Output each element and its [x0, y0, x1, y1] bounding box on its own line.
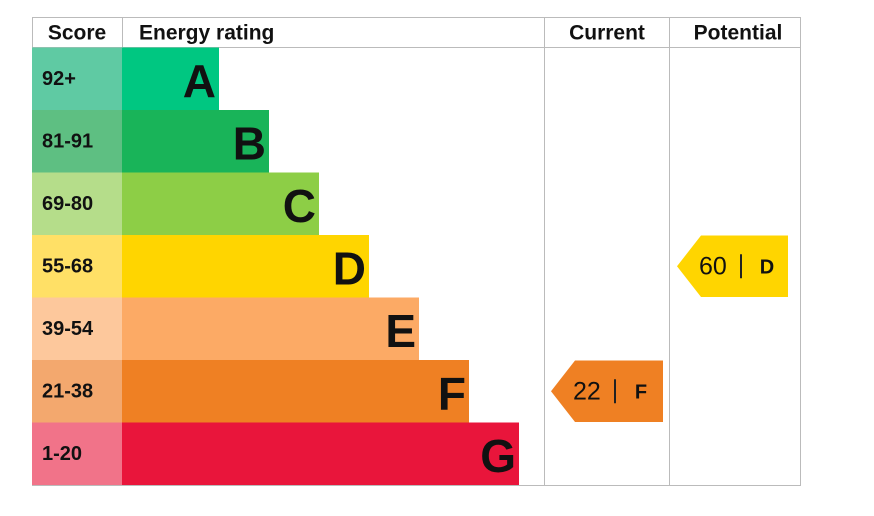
- rating-letter: C: [283, 180, 316, 232]
- score-cell: [32, 235, 122, 298]
- score-label: 55-68: [42, 255, 93, 277]
- rating-letter: D: [333, 242, 366, 294]
- header-score: Score: [48, 22, 106, 45]
- rating-bar: [122, 297, 419, 360]
- score-label: 1-20: [42, 443, 82, 465]
- potential-value: 60: [699, 252, 727, 280]
- rating-bar: [122, 110, 269, 173]
- rating-bar: [122, 47, 219, 110]
- rating-bar: [122, 172, 319, 235]
- score-cell: [32, 47, 122, 110]
- score-label: 92+: [42, 68, 76, 90]
- rating-bar: [122, 360, 469, 423]
- score-label: 21-38: [42, 380, 93, 402]
- rating-letter: G: [480, 430, 516, 482]
- score-cell: [32, 422, 122, 485]
- score-cell: [32, 297, 122, 360]
- score-label: 81-91: [42, 130, 93, 152]
- score-cell: [32, 110, 122, 173]
- header-potential: Potential: [694, 22, 783, 45]
- current-value: 22: [573, 377, 601, 405]
- score-cell: [32, 360, 122, 423]
- score-cell: [32, 172, 122, 235]
- header-rating: Energy rating: [139, 22, 274, 45]
- current-letter: F: [635, 381, 647, 403]
- header-current: Current: [569, 22, 645, 45]
- potential-arrow: [677, 235, 788, 297]
- rating-letter: F: [438, 367, 466, 419]
- current-arrow: [551, 360, 663, 422]
- rating-letter: B: [233, 117, 266, 169]
- score-label: 39-54: [42, 318, 94, 340]
- potential-letter: D: [760, 256, 774, 278]
- rating-bar: [122, 422, 519, 485]
- rating-bar: [122, 235, 369, 298]
- score-label: 69-80: [42, 193, 93, 215]
- rating-letter: E: [385, 305, 416, 357]
- rating-letter: A: [183, 55, 216, 107]
